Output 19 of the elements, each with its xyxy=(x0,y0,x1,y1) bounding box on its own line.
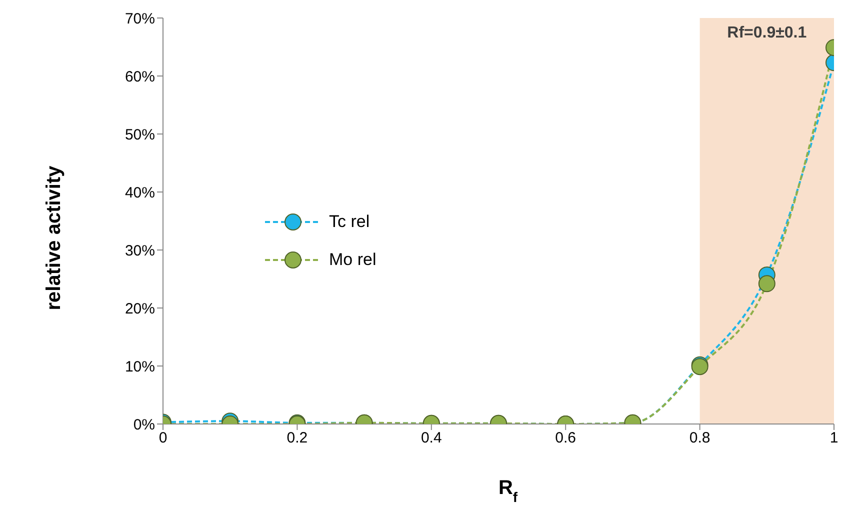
legend-label: Tc rel xyxy=(329,212,370,232)
y-axis-title: relative activity xyxy=(43,164,65,310)
legend-label: Mo rel xyxy=(329,250,376,270)
band-label: Rf=0.9±0.1 xyxy=(727,24,807,42)
x-tick-label: 0.4 xyxy=(420,430,442,447)
x-tick-label: 0.2 xyxy=(286,430,308,447)
x-tick-label: 0 xyxy=(158,430,168,447)
y-tick-label: 70% xyxy=(124,10,155,28)
x-tick-label: 0.8 xyxy=(689,430,710,447)
y-tick-label: 50% xyxy=(124,126,155,144)
x-axis-title: R$_{f}$ xyxy=(498,477,518,505)
y-tick-label: 60% xyxy=(124,68,155,86)
y-tick-label: 40% xyxy=(124,184,155,202)
y-tick-label: 10% xyxy=(124,358,155,376)
x-tick-label: 1 xyxy=(830,430,838,447)
y-tick-label: 0% xyxy=(133,416,155,434)
y-tick-label: 20% xyxy=(124,300,155,318)
x-tick-label: 0.6 xyxy=(555,430,576,447)
y-tick-label: 30% xyxy=(124,242,155,260)
